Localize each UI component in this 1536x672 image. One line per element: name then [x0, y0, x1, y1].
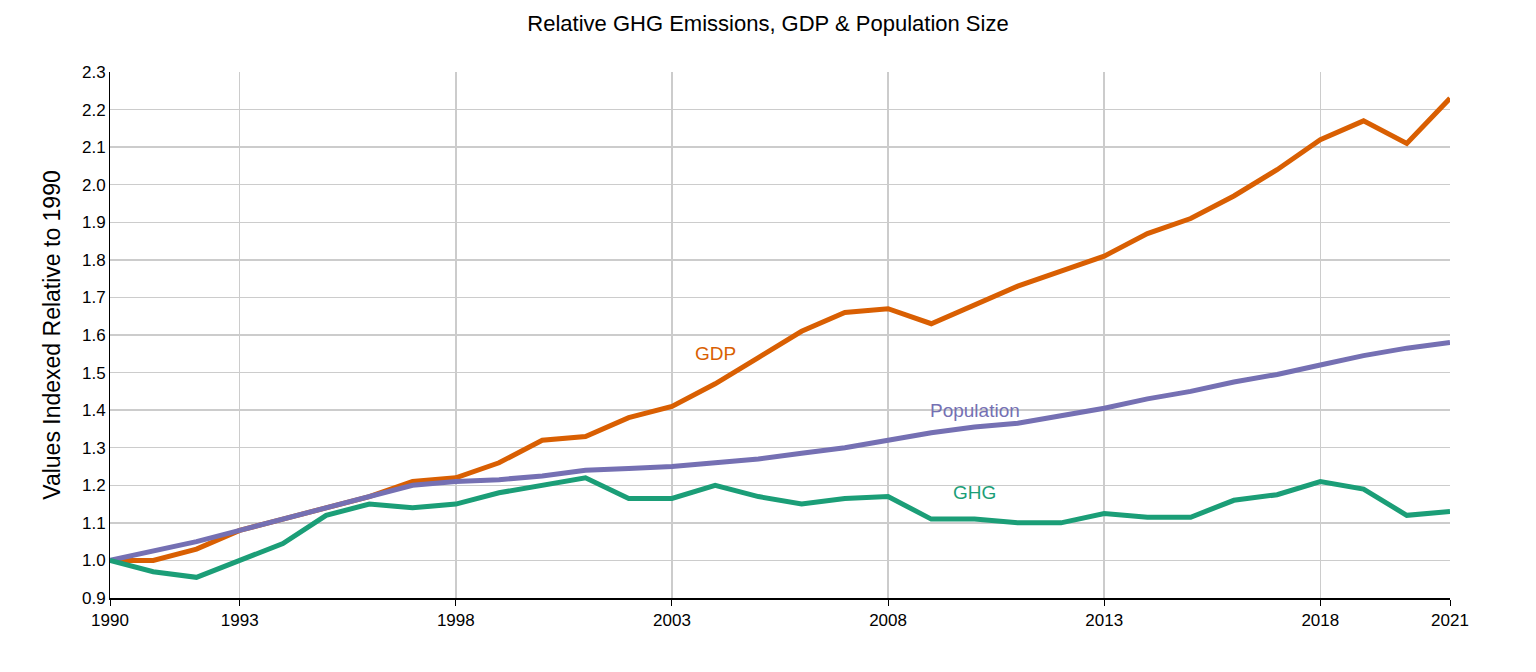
- svg-text:1.6: 1.6: [82, 326, 106, 345]
- svg-text:2021: 2021: [1431, 611, 1469, 630]
- svg-text:2003: 2003: [653, 611, 691, 630]
- svg-text:1.5: 1.5: [82, 364, 106, 383]
- svg-text:1.3: 1.3: [82, 439, 106, 458]
- svg-text:Relative GHG Emissions, GDP &: Relative GHG Emissions, GDP & Population…: [527, 11, 1008, 36]
- svg-text:1.9: 1.9: [82, 213, 106, 232]
- svg-text:1.2: 1.2: [82, 476, 106, 495]
- svg-text:1.1: 1.1: [82, 514, 106, 533]
- svg-text:1.8: 1.8: [82, 251, 106, 270]
- svg-text:0.9: 0.9: [82, 589, 106, 608]
- svg-text:GHG: GHG: [953, 482, 996, 503]
- svg-text:1.4: 1.4: [82, 401, 106, 420]
- svg-text:Population: Population: [930, 400, 1020, 421]
- svg-text:1998: 1998: [437, 611, 475, 630]
- svg-text:GDP: GDP: [695, 343, 736, 364]
- svg-text:2018: 2018: [1301, 611, 1339, 630]
- svg-text:2013: 2013: [1085, 611, 1123, 630]
- svg-text:2008: 2008: [869, 611, 907, 630]
- svg-text:1.0: 1.0: [82, 551, 106, 570]
- svg-text:1993: 1993: [221, 611, 259, 630]
- svg-text:2.3: 2.3: [82, 63, 106, 82]
- svg-text:1990: 1990: [91, 611, 129, 630]
- svg-text:1.7: 1.7: [82, 288, 106, 307]
- svg-text:2.2: 2.2: [82, 101, 106, 120]
- svg-text:2.0: 2.0: [82, 176, 106, 195]
- svg-text:Values Indexed Relative to 199: Values Indexed Relative to 1990: [39, 170, 65, 499]
- svg-text:2.1: 2.1: [82, 138, 106, 157]
